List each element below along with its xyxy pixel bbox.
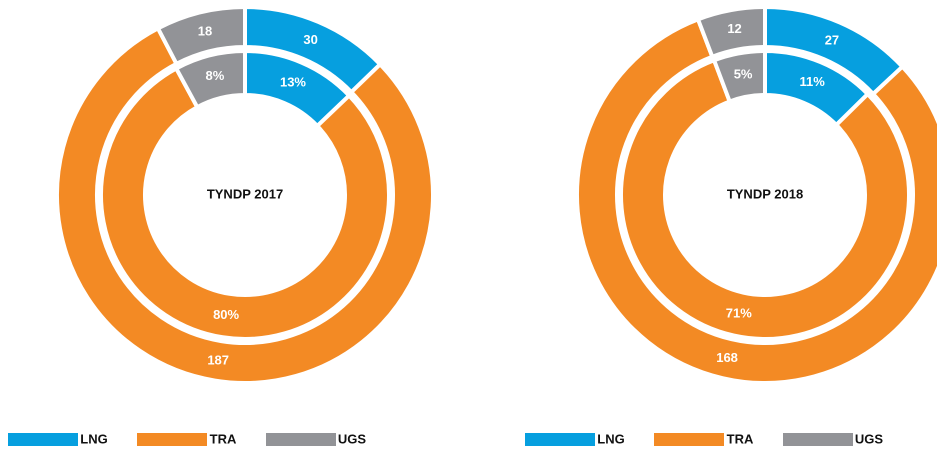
legend-swatch (8, 433, 78, 446)
legend-label: UGS (338, 431, 367, 446)
data-label: 168 (716, 350, 738, 365)
donut-segment (575, 16, 937, 385)
legend-swatch (525, 433, 595, 446)
donut-segment (173, 48, 247, 110)
data-label: 187 (207, 352, 229, 367)
data-label: 30 (303, 32, 317, 47)
data-label: 8% (206, 68, 225, 83)
data-label: 5% (734, 66, 753, 81)
data-label: 12 (727, 21, 741, 36)
data-label: 71% (726, 306, 752, 321)
data-label: 27 (825, 32, 839, 47)
chart-title: TYNDP 2018 (727, 186, 803, 201)
legend-label: TRA (210, 431, 237, 446)
legend-swatch (137, 433, 207, 446)
donut-segment (155, 4, 247, 67)
legend-label: LNG (597, 431, 624, 446)
donut-segment (711, 48, 767, 105)
legend-swatch (266, 433, 336, 446)
donut-segment (99, 65, 391, 341)
legend-label: LNG (80, 431, 107, 446)
legend-swatch (783, 433, 853, 446)
legend-label: TRA (727, 431, 754, 446)
donut-segment (695, 4, 767, 60)
chart-title: TYNDP 2017 (207, 186, 283, 201)
donut-segment (55, 25, 435, 385)
data-label: 13% (280, 74, 306, 89)
legend-swatch (654, 433, 724, 446)
data-label: 80% (213, 307, 239, 322)
donut-segment (619, 57, 911, 341)
data-label: 11% (800, 74, 826, 89)
legend-label: UGS (855, 431, 884, 446)
data-label: 18 (198, 23, 212, 38)
